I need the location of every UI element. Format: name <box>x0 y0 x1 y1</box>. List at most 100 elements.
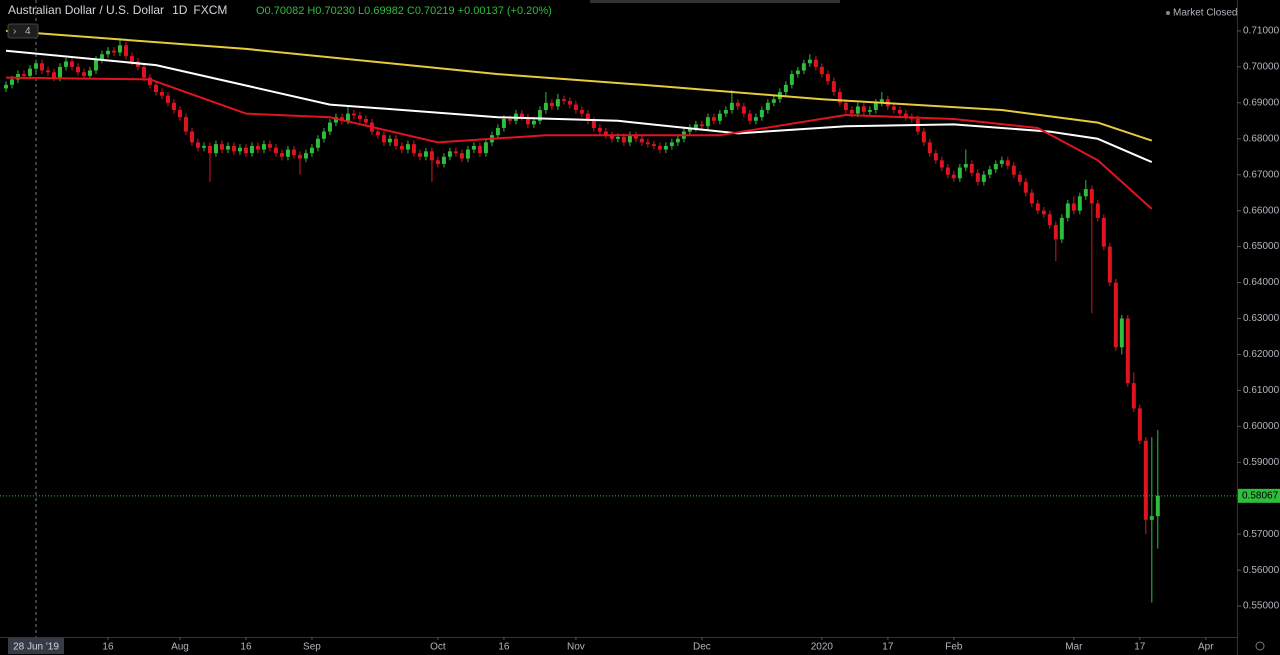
candle-body <box>573 104 578 111</box>
candle-body <box>1149 516 1154 520</box>
candle-body <box>525 117 530 125</box>
y-tick-label: 0.68000 <box>1243 133 1280 144</box>
y-tick-label: 0.62000 <box>1243 349 1280 360</box>
candle-body <box>94 59 98 71</box>
candle-body <box>417 153 422 157</box>
candle-body <box>399 145 404 150</box>
candle-body <box>159 92 164 96</box>
candle-body <box>28 68 32 76</box>
candle-body <box>129 56 134 62</box>
candle-body <box>147 77 152 85</box>
candle-body <box>219 144 224 150</box>
candle-body <box>981 174 986 182</box>
candle-body <box>945 167 950 175</box>
candle-body <box>753 117 758 121</box>
candle-body <box>112 50 116 53</box>
candle-body <box>729 102 734 111</box>
x-tick-label: 28 Jun '19 <box>13 642 59 653</box>
candle-body <box>255 145 260 150</box>
status-dot <box>1166 11 1170 15</box>
candle-body <box>1053 225 1058 240</box>
candle-body <box>849 110 854 114</box>
candle-body <box>285 149 290 157</box>
candle-body <box>315 138 320 148</box>
candle-body <box>40 63 44 71</box>
x-tick-label: 17 <box>1134 642 1146 653</box>
candle-body <box>1041 210 1046 215</box>
x-tick-label: Nov <box>567 642 585 653</box>
candle-body <box>100 54 104 60</box>
indicator-toggle[interactable] <box>7 23 39 39</box>
candle-body <box>675 138 680 143</box>
candle-body <box>1035 203 1040 211</box>
candle-body <box>333 117 338 123</box>
candle-body <box>855 106 860 114</box>
y-tick-label: 0.59000 <box>1243 457 1280 468</box>
moving-average <box>5 49 1153 164</box>
title: Australian Dollar / U.S. Dollar <box>8 3 164 17</box>
candle-body <box>171 102 176 111</box>
candle-body <box>201 145 206 148</box>
candle-body <box>1107 246 1112 283</box>
candle-body <box>693 124 698 128</box>
y-tick-label: 0.57000 <box>1243 529 1280 540</box>
candle-body <box>633 135 638 139</box>
candle-body <box>88 70 92 76</box>
candle-body <box>1113 282 1118 348</box>
candle-body <box>58 66 62 78</box>
candle-body <box>975 172 980 182</box>
candle-body <box>405 144 410 150</box>
indicator-count: 4 <box>25 26 31 37</box>
candle-body <box>363 118 368 123</box>
interval: 1D <box>172 3 188 17</box>
candle-body <box>501 118 506 128</box>
candle-body <box>999 160 1004 164</box>
candle-body <box>723 110 728 114</box>
candle-body <box>237 147 242 152</box>
candle-body <box>879 99 884 103</box>
candle-body <box>1101 217 1106 247</box>
candle-body <box>249 145 254 154</box>
candle-body <box>921 131 926 143</box>
y-tick-label: 0.69000 <box>1243 97 1280 108</box>
candle-body <box>387 138 392 143</box>
x-tick-label: Sep <box>303 642 321 653</box>
candle-body <box>639 138 644 143</box>
y-tick-label: 0.66000 <box>1243 205 1280 216</box>
candle-body <box>213 144 218 154</box>
candle-body <box>645 142 650 145</box>
candle-body <box>579 110 584 114</box>
y-tick-label: 0.60000 <box>1243 421 1280 432</box>
candle-body <box>819 66 824 75</box>
toggle-arrow: › <box>13 26 16 37</box>
candle-body <box>801 63 806 71</box>
candle-body <box>141 66 146 78</box>
candle-body <box>561 99 566 102</box>
symbol-title: Australian Dollar / U.S. Dollar 1D FXCM <box>8 3 227 17</box>
candle-body <box>471 145 476 150</box>
candle-body <box>939 160 944 168</box>
change: +0.00137 (+0.20%) <box>458 5 552 17</box>
candle-body <box>261 144 266 150</box>
y-tick-label: 0.70000 <box>1243 62 1280 73</box>
candle-body <box>435 160 440 164</box>
candle-body <box>70 61 74 67</box>
candle-body <box>321 131 326 139</box>
ohlc: O0.70082 H0.70230 L0.69982 C0.70219 +0.00137… <box>256 5 552 17</box>
x-tick-label: 16 <box>240 642 252 653</box>
candle-body <box>303 153 308 159</box>
moving-average <box>5 29 1153 142</box>
candle-body <box>34 63 38 69</box>
settings-icon[interactable] <box>1255 641 1265 651</box>
candle-body <box>591 120 596 128</box>
candle-body <box>483 142 488 154</box>
candle-body <box>52 72 56 78</box>
candle-body <box>1011 165 1016 175</box>
candle-body <box>549 102 554 107</box>
candle-body <box>447 151 452 157</box>
candle-body <box>225 145 230 150</box>
candle-body <box>621 136 626 143</box>
candle-body <box>465 149 470 159</box>
candle-body <box>1065 203 1070 218</box>
